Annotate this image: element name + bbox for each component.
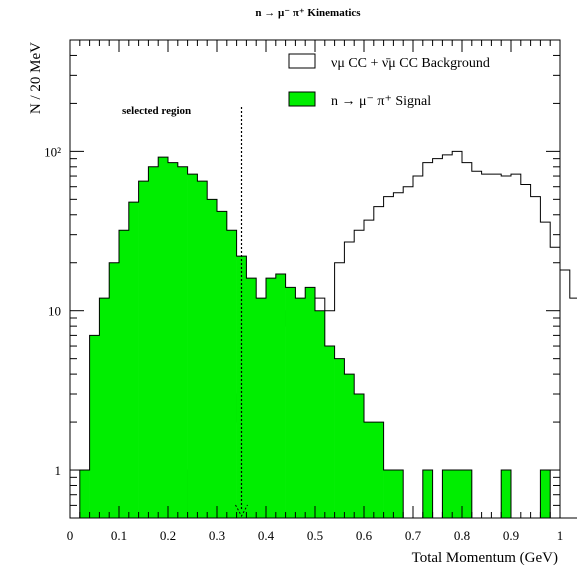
histogram-bar: [129, 202, 139, 518]
y-tick-label: 10: [48, 304, 61, 319]
histogram-bar: [286, 287, 296, 518]
histogram-bar: [560, 270, 570, 518]
x-axis-title: Total Momentum (GeV): [412, 550, 558, 566]
histogram-bars: [70, 151, 577, 518]
x-tick-label: 0.7: [405, 528, 422, 543]
histogram-bar: [433, 159, 443, 518]
x-tick-label: 0.2: [160, 528, 176, 543]
histogram-bar: [540, 470, 550, 518]
histogram-bar: [442, 155, 452, 518]
histogram-bar: [511, 174, 521, 518]
histogram-bar: [246, 278, 256, 518]
y-tick-label: 10²: [44, 144, 61, 159]
legend-swatch-signal: [289, 92, 315, 106]
histogram-bar: [354, 394, 364, 518]
histogram-bar: [178, 167, 188, 518]
x-tick-label: 0.9: [503, 528, 519, 543]
histogram-bar: [256, 298, 266, 518]
histogram-bar: [148, 167, 158, 518]
x-tick-label: 0: [67, 528, 74, 543]
histogram-bar: [501, 470, 511, 518]
histogram-bar: [521, 184, 531, 518]
histogram-bar: [364, 422, 374, 518]
histogram-bar: [384, 470, 394, 518]
histogram-bar: [197, 181, 207, 518]
y-axis-title: N / 20 MeV: [28, 42, 44, 114]
histogram-bar: [403, 187, 413, 518]
histogram-bar: [452, 151, 462, 518]
histogram-bar: [462, 163, 472, 518]
histogram-bar: [90, 335, 100, 518]
y-tick-label: 1: [55, 463, 62, 478]
histogram-bar: [295, 298, 305, 518]
histogram-bar: [335, 359, 345, 518]
x-tick-label: 0.3: [209, 528, 225, 543]
x-tick-labels: 0 0.1 0.2 0.3 0.4 0.5 0.6 0.7 0.8 0.9 1: [67, 528, 564, 543]
histogram-bar: [531, 197, 541, 518]
chart-title: n → μ⁻ π⁺ Kinematics: [255, 7, 361, 19]
histogram-bar: [99, 298, 109, 518]
histogram-bar: [139, 181, 149, 518]
legend-swatch-background: [289, 54, 315, 68]
x-tick-label: 0.4: [258, 528, 275, 543]
histogram-bar: [325, 346, 335, 518]
histogram-bar: [168, 163, 178, 518]
x-tick-label: 0.8: [454, 528, 470, 543]
histogram-bar: [344, 374, 354, 518]
histogram-bar: [276, 274, 286, 518]
histogram-bar: [393, 470, 403, 518]
legend: νμ CC + ν̄μ CC Background n → μ⁻ π⁺ Sign…: [289, 54, 490, 109]
x-tick-label: 0.1: [111, 528, 127, 543]
histogram-bar: [501, 176, 511, 518]
x-tick-label: 0.5: [307, 528, 323, 543]
histogram-bar: [472, 171, 482, 518]
histogram-bar: [393, 193, 403, 518]
histogram-bar: [109, 263, 119, 518]
histogram-bar: [452, 470, 462, 518]
histogram-bar: [305, 287, 315, 518]
histogram-bar: [158, 157, 168, 518]
histogram-bar: [482, 174, 492, 518]
x-tick-label: 1: [557, 528, 564, 543]
histogram-bar: [207, 199, 217, 518]
histogram-bar: [315, 311, 325, 518]
x-tick-label: 0.6: [356, 528, 373, 543]
histogram-bar: [423, 163, 433, 518]
histogram-bar: [119, 230, 129, 518]
histogram-bar: [188, 174, 198, 518]
histogram-bar: [374, 422, 384, 518]
histogram-bar: [217, 211, 227, 518]
histogram-bar: [462, 470, 472, 518]
histogram-bar: [80, 470, 90, 518]
histogram-bar: [423, 470, 433, 518]
histogram-bar: [266, 278, 276, 518]
histogram-bar: [227, 230, 237, 518]
histogram-bar: [413, 176, 423, 518]
histogram-bar: [491, 174, 501, 518]
y-tick-labels: 1 10 10²: [44, 144, 61, 478]
selected-region-label: selected region: [122, 105, 191, 117]
histogram-bar: [442, 470, 452, 518]
histogram-bar: [570, 298, 577, 518]
legend-label-signal: n → μ⁻ π⁺ Signal: [331, 94, 431, 109]
legend-label-background: νμ CC + ν̄μ CC Background: [331, 56, 490, 71]
